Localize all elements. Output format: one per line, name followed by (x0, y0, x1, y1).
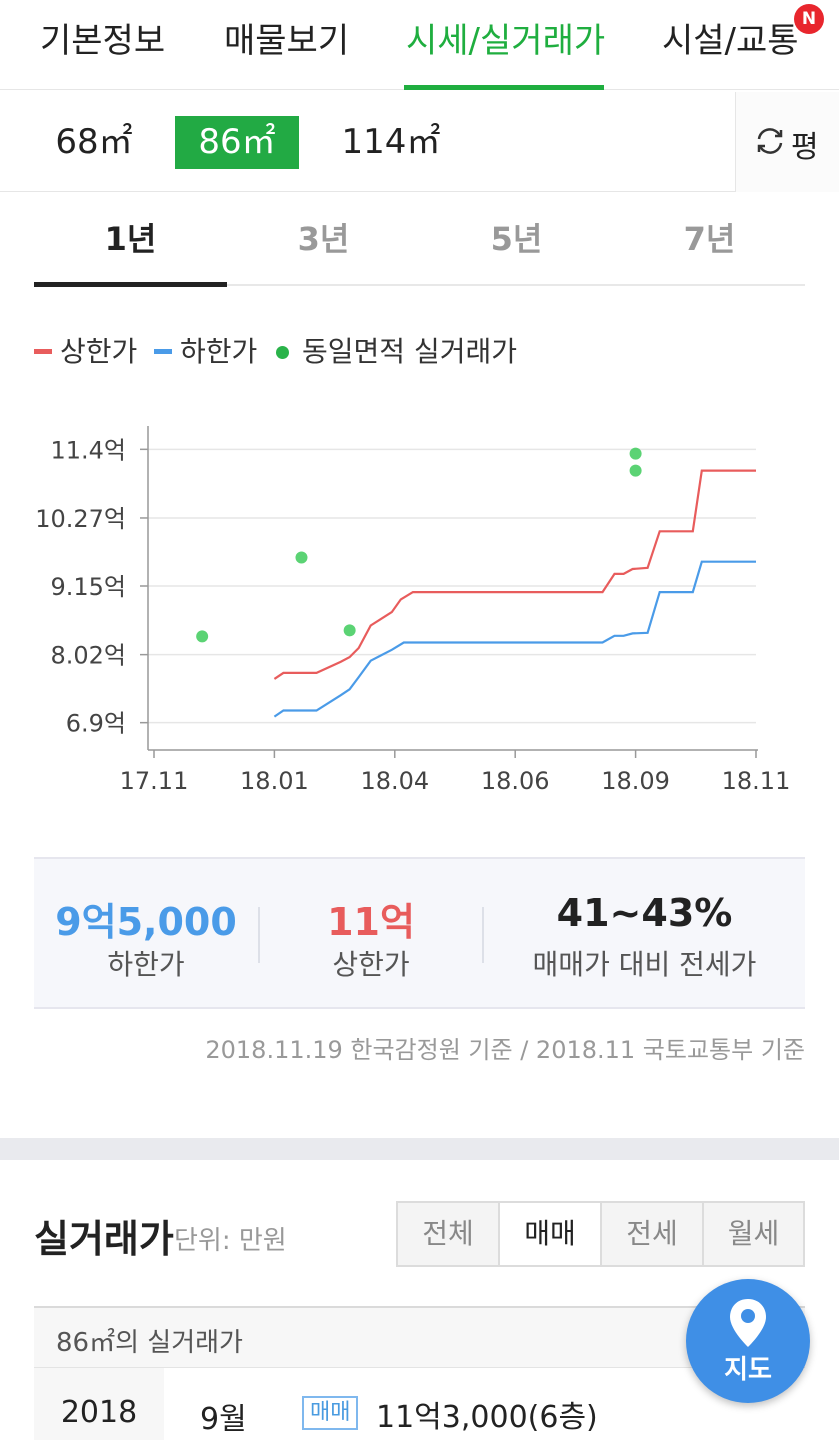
unit-toggle-button[interactable]: 평 (735, 92, 839, 192)
tab-facilities-transport[interactable]: 시설/교통 (662, 21, 799, 61)
tab-market-price[interactable]: 시세/실거래가 (406, 21, 606, 61)
y-tick-label: 11.4억 (50, 436, 126, 464)
x-tick-label: 17.11 (120, 767, 189, 795)
tab-listings[interactable]: 매물보기 (224, 21, 350, 61)
summary-divider (482, 907, 484, 963)
transaction-filter: 전체 매매 전세 월세 (396, 1201, 805, 1267)
active-period-indicator (34, 282, 227, 287)
period-tab-5y[interactable]: 5년 (490, 220, 543, 258)
active-tab-indicator (404, 85, 604, 90)
legend-upper-swatch (34, 349, 52, 354)
row-year: 2018 (34, 1368, 164, 1440)
area-option-86[interactable]: 86㎡ (175, 116, 299, 169)
new-badge: N (794, 4, 824, 34)
transactions-unit: 단위: 만원 (174, 1226, 287, 1256)
row-type-badge: 매매 (302, 1396, 359, 1430)
y-tick-label: 8.02억 (50, 642, 126, 670)
summary-lower-label: 하한가 (107, 948, 185, 981)
x-tick-label: 18.04 (360, 767, 429, 795)
filter-all[interactable]: 전체 (398, 1203, 500, 1265)
x-tick-label: 18.06 (481, 767, 550, 795)
refresh-icon (757, 128, 783, 154)
scatter-point (629, 447, 642, 460)
series-line (273, 560, 756, 718)
transactions-table-header: 86㎡의 실거래가 (34, 1306, 805, 1368)
map-pin-icon (730, 1299, 766, 1347)
period-tab-7y[interactable]: 7년 (683, 220, 736, 258)
filter-monthly-rent[interactable]: 월세 (704, 1203, 803, 1265)
period-tab-1y[interactable]: 1년 (104, 220, 157, 258)
table-title: 86㎡의 실거래가 (56, 1328, 243, 1358)
legend-lower-label: 하한가 (180, 335, 258, 368)
filter-jeonse[interactable]: 전세 (602, 1203, 704, 1265)
summary-ratio-value: 41~43% (556, 891, 733, 935)
summary-lower: 9억5,000 하한가 (34, 859, 258, 1009)
period-tabs: 1년 3년 5년 7년 (34, 193, 805, 287)
map-button-label: 지도 (724, 1355, 772, 1385)
table-row: 2018 9월 매매 11억3,000(6층) (34, 1368, 805, 1440)
series-line (273, 469, 756, 680)
summary-ratio: 41~43% 매매가 대비 전세가 (484, 859, 805, 1009)
y-tick-label: 6.9억 (66, 710, 126, 738)
summary-divider (258, 907, 260, 963)
period-tab-3y[interactable]: 3년 (297, 220, 350, 258)
legend-lower-swatch (154, 349, 172, 354)
tab-basic-info[interactable]: 기본정보 (40, 21, 166, 61)
price-summary: 9억5,000 하한가 11억 상한가 41~43% 매매가 대비 전세가 (34, 857, 805, 1009)
area-option-114[interactable]: 114㎡ (341, 122, 441, 162)
y-tick-label: 10.27억 (35, 505, 126, 533)
map-button[interactable]: 지도 (686, 1279, 810, 1403)
summary-upper: 11억 상한가 (260, 859, 482, 1009)
row-price: 11억3,000(6층) (376, 1400, 598, 1435)
data-source-note: 2018.11.19 한국감정원 기준 / 2018.11 국토교통부 기준 (205, 1036, 805, 1064)
x-tick-label: 18.01 (240, 767, 309, 795)
unit-toggle-label: 평 (791, 130, 819, 165)
legend-upper-label: 상한가 (60, 335, 138, 368)
area-option-68[interactable]: 68㎡ (55, 122, 133, 162)
transactions-title: 실거래가 (34, 1217, 174, 1261)
section-divider (0, 1138, 839, 1160)
summary-upper-label: 상한가 (332, 948, 410, 981)
summary-lower-value: 9억5,000 (55, 900, 237, 944)
x-tick-label: 18.09 (601, 767, 670, 795)
filter-sale[interactable]: 매매 (500, 1203, 602, 1265)
scatter-point (196, 630, 209, 643)
scatter-point (343, 624, 356, 637)
scatter-point (295, 551, 308, 564)
price-chart: 6.9억 8.02억 9.15억 10.27억 11.4억 17.11 18.01 18.04… (35, 426, 791, 795)
scatter-point (629, 464, 642, 477)
summary-ratio-label: 매매가 대비 전세가 (532, 948, 757, 981)
area-selector: 68㎡ 86㎡ 114㎡ 평 (0, 92, 839, 192)
summary-upper-value: 11억 (327, 900, 415, 944)
y-tick-label: 9.15억 (50, 573, 126, 601)
row-month: 9월 (200, 1402, 247, 1437)
legend-actual-label: 동일면적 실거래가 (302, 335, 517, 368)
x-tick-label: 18.11 (722, 767, 791, 795)
legend-actual-dot (276, 346, 289, 359)
top-nav: 기본정보 매물보기 시세/실거래가 시설/교통 N (0, 0, 839, 90)
